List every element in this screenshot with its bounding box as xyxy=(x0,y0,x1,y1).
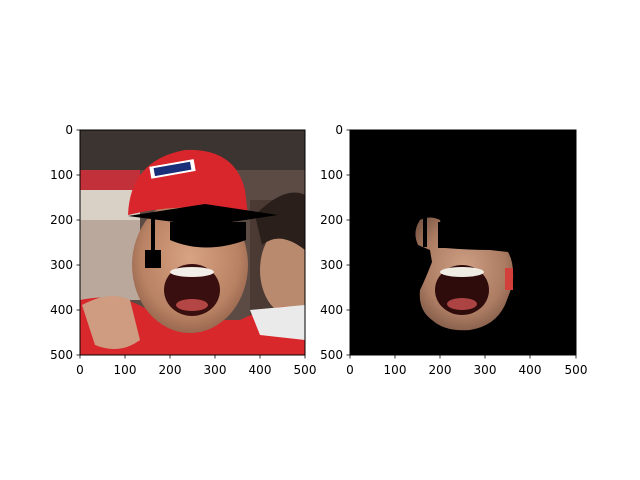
right-y-tick-label: 100 xyxy=(320,168,343,182)
left-y-tick-label: 500 xyxy=(50,348,73,362)
right-x-tick-label: 200 xyxy=(429,363,452,377)
right-x-tick-label: 500 xyxy=(565,363,588,377)
left-y-tick-label: 100 xyxy=(50,168,73,182)
left-y-axis: 0 100 200 300 400 500 xyxy=(50,123,80,362)
right-image xyxy=(350,130,576,355)
left-x-tick-label: 400 xyxy=(249,363,272,377)
left-y-tick-label: 0 xyxy=(65,123,73,137)
right-x-tick-label: 100 xyxy=(384,363,407,377)
right-y-tick-label: 300 xyxy=(320,258,343,272)
left-x-tick-label: 300 xyxy=(204,363,227,377)
right-y-tick-label: 500 xyxy=(320,348,343,362)
left-x-axis: 0 100 200 300 400 500 xyxy=(76,355,316,377)
right-x-axis: 0 100 200 300 400 500 xyxy=(346,355,587,377)
graduation-cap-tassel xyxy=(151,218,155,253)
right-x-tick-label: 0 xyxy=(346,363,354,377)
right-y-tick-label: 0 xyxy=(335,123,343,137)
right-y-tick-label: 200 xyxy=(320,213,343,227)
left-y-tick-label: 300 xyxy=(50,258,73,272)
right-x-tick-label: 300 xyxy=(474,363,497,377)
right-x-tick-label: 400 xyxy=(519,363,542,377)
left-x-tick-label: 500 xyxy=(294,363,317,377)
left-x-tick-label: 100 xyxy=(114,363,137,377)
left-axes: 0 100 200 300 400 500 0 100 200 300 400 … xyxy=(50,123,320,377)
right-y-tick-label: 400 xyxy=(320,303,343,317)
right-y-axis: 0 100 200 300 400 500 xyxy=(320,123,350,362)
left-y-tick-label: 400 xyxy=(50,303,73,317)
left-y-tick-label: 200 xyxy=(50,213,73,227)
left-x-tick-label: 200 xyxy=(159,363,182,377)
left-image xyxy=(80,130,320,355)
right-axes: 0 100 200 300 400 500 0 100 200 300 400 … xyxy=(320,123,587,377)
left-x-tick-label: 0 xyxy=(76,363,84,377)
